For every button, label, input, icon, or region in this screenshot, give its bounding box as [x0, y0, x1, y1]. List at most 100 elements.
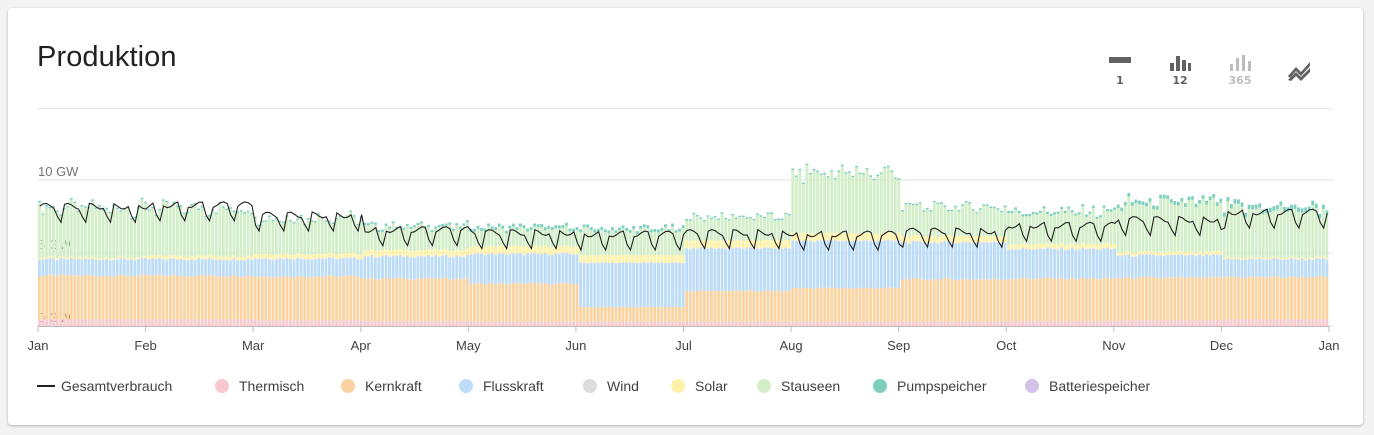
bar-segment-stauseen	[596, 231, 600, 256]
view-1-button[interactable]: 1	[1098, 52, 1142, 92]
bar-segment-kernkraft	[377, 279, 381, 321]
bar-segment-flusskraft	[918, 241, 922, 279]
bar-segment-flusskraft	[1120, 256, 1124, 279]
bar-segment-thermisch	[317, 320, 321, 326]
bar-segment-thermisch	[908, 321, 911, 326]
bar-segment-kernkraft	[504, 284, 508, 322]
bar-segment-stauseen	[218, 203, 222, 257]
bar-segment-kernkraft	[971, 279, 975, 322]
bar-segment-thermisch	[964, 321, 968, 326]
bar-segment-flusskraft	[119, 258, 123, 275]
bar-segment-kernkraft	[487, 283, 491, 322]
bar-segment-thermisch	[395, 320, 399, 326]
bar-segment-kernkraft	[770, 290, 773, 322]
bar-segment-pumpspeicher	[115, 207, 119, 210]
bar-segment-pumpspeicher	[183, 212, 186, 215]
bar-segment-thermisch	[1109, 320, 1113, 326]
bar-segment-thermisch	[720, 321, 724, 326]
bar-segment-thermisch	[1251, 319, 1255, 326]
view-12-button[interactable]: 12	[1158, 52, 1202, 92]
bar-segment-pumpspeicher	[741, 215, 745, 218]
bar-segment-solar	[1198, 251, 1201, 254]
bar-segment-flusskraft	[105, 259, 109, 276]
legend-label: Pumpspeicher	[897, 378, 987, 394]
bar-segment-solar	[628, 255, 632, 263]
bar-segment-pumpspeicher	[384, 223, 388, 226]
bar-segment-pumpspeicher	[271, 219, 275, 222]
bar-segment-kernkraft	[52, 274, 55, 320]
bar-segment-wind	[1222, 259, 1226, 261]
bar-segment-flusskraft	[801, 240, 805, 288]
bar-segment-flusskraft	[87, 259, 91, 276]
bar-segment-stauseen	[94, 208, 98, 258]
bar-segment-flusskraft	[1056, 249, 1060, 280]
bar-segment-wind	[610, 262, 614, 264]
view-365-button[interactable]: 365	[1218, 52, 1262, 92]
bar-segment-pumpspeicher	[419, 221, 423, 224]
view-trend-button[interactable]	[1278, 52, 1322, 92]
bar-segment-kernkraft	[904, 278, 908, 322]
bar-segment-wind	[554, 253, 558, 254]
bar-segment-thermisch	[1201, 320, 1205, 326]
bar-segment-thermisch	[685, 321, 689, 326]
bar-segment-kernkraft	[943, 278, 947, 322]
bar-segment-pumpspeicher	[175, 205, 179, 207]
bar-segment-stauseen	[395, 229, 399, 250]
bar-segment-thermisch	[41, 319, 45, 326]
bar-segment-pumpspeicher	[936, 202, 940, 205]
bar-segment-kernkraft	[805, 288, 809, 322]
bar-segment-flusskraft	[45, 259, 48, 276]
bar-segment-stauseen	[299, 216, 303, 254]
bar-segment-solar	[285, 253, 289, 258]
bar-segment-flusskraft	[844, 241, 848, 288]
bar-segment-pumpspeicher	[1166, 195, 1170, 199]
bar-segment-stauseen	[943, 207, 947, 235]
bar-segment-thermisch	[1095, 320, 1099, 326]
bar-segment-flusskraft	[731, 248, 735, 292]
bar-segment-stauseen	[175, 206, 179, 257]
bar-segment-stauseen	[388, 228, 391, 251]
bar-segment-pumpspeicher	[1074, 213, 1078, 216]
bar-segment-solar	[119, 256, 123, 258]
bar-segment-thermisch	[1063, 320, 1067, 326]
bar-segment-stauseen	[55, 211, 59, 259]
bar-segment-kernkraft	[278, 276, 282, 321]
bar-segment-pumpspeicher	[1024, 214, 1028, 217]
bar-segment-thermisch	[738, 321, 742, 326]
bar-segment-flusskraft	[925, 243, 929, 281]
bar-segment-wind	[1031, 249, 1035, 250]
bar-segment-stauseen	[419, 223, 423, 251]
bar-segment-flusskraft	[582, 263, 586, 307]
legend-color-swatch	[459, 379, 473, 393]
bar-segment-wind	[122, 258, 126, 259]
bar-segment-thermisch	[200, 319, 204, 326]
bar-segment-stauseen	[812, 170, 816, 235]
bar-segment-wind	[129, 259, 133, 260]
bar-segment-flusskraft	[366, 257, 370, 280]
bar-segment-flusskraft	[225, 260, 229, 277]
bar-segment-stauseen	[717, 220, 720, 241]
bar-segment-kernkraft	[1297, 278, 1301, 320]
bar-segment-kernkraft	[1293, 277, 1297, 320]
bar-segment-pumpspeicher	[1060, 206, 1064, 210]
bar-segment-pumpspeicher	[140, 197, 144, 200]
bar-segment-thermisch	[356, 320, 360, 326]
bar-segment-pumpspeicher	[1017, 210, 1021, 214]
bar-segment-flusskraft	[494, 255, 498, 285]
bar-segment-flusskraft	[1106, 248, 1110, 278]
bar-segment-stauseen	[572, 231, 575, 247]
bar-segment-stauseen	[837, 172, 841, 234]
bar-segment-pumpspeicher	[1010, 210, 1014, 213]
bar-segment-pumpspeicher	[1254, 204, 1258, 209]
bar-segment-thermisch	[218, 319, 222, 326]
bar-segment-thermisch	[565, 321, 568, 326]
bar-segment-flusskraft	[1162, 256, 1166, 279]
bar-segment-solar	[557, 246, 561, 254]
bar-segment-kernkraft	[515, 283, 519, 322]
bar-segment-kernkraft	[1031, 279, 1035, 321]
bar-segment-pumpspeicher	[335, 218, 338, 220]
bar-segment-solar	[985, 236, 989, 243]
bar-segment-pumpspeicher	[646, 225, 650, 229]
bar-segment-thermisch	[777, 321, 781, 326]
bar-segment-wind	[236, 260, 239, 261]
